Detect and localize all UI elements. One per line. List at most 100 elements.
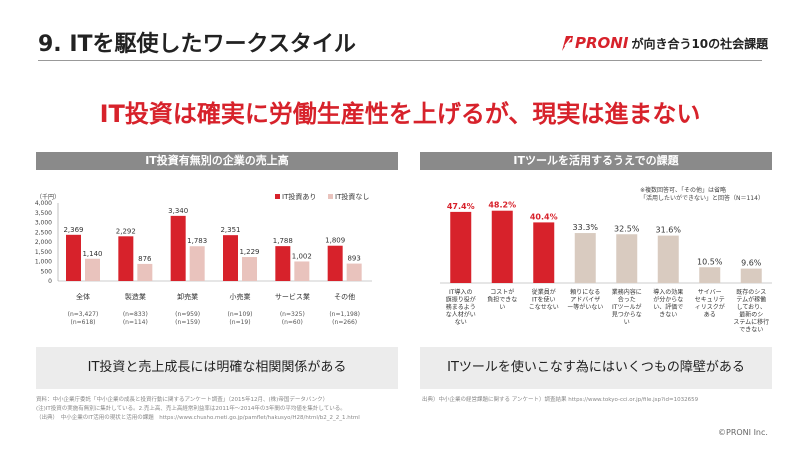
left-bar (170, 215, 186, 281)
title-divider (38, 60, 762, 61)
right-category-label-line: ない (455, 319, 467, 326)
right-category-label-line: アドバイザ (570, 297, 600, 304)
left-legend-swatch (328, 194, 333, 199)
right-category-label-line: 合った (618, 296, 636, 304)
left-bar (346, 263, 362, 281)
left-y-tick: 3,500 (35, 210, 52, 217)
left-y-tick: 0 (48, 278, 52, 285)
left-category-label: 製造業 (125, 292, 146, 301)
left-category-label: その他 (334, 292, 355, 301)
right-category-label-line: 導入の効果 (653, 288, 683, 296)
right-category-label-line: が分からな (653, 296, 683, 304)
left-bar-label: 1,140 (82, 250, 102, 258)
brand-logo-text: PRONI (575, 34, 629, 52)
left-category-n: (n=618) (71, 319, 96, 326)
left-category-n: (n=266) (332, 319, 357, 326)
left-bar (118, 236, 134, 281)
left-bar-label: 2,292 (116, 227, 136, 235)
right-category-label-line: セキュリテ (695, 297, 725, 304)
right-category-label-line: 頼りになる (570, 288, 600, 296)
left-chart-title: IT投資有無別の企業の売上高 (36, 152, 398, 170)
right-bar (740, 268, 762, 283)
right-category-label-line: しており、 (737, 304, 766, 311)
right-category-label-line: ィリスクが (695, 303, 725, 311)
left-category-n: (n=1,198) (329, 311, 360, 318)
left-bar-label: 1,002 (292, 252, 312, 260)
left-legend-label: IT投資なし (335, 192, 369, 201)
right-category-label-line: 負担できな (487, 296, 517, 304)
right-bar-label: 32.5% (614, 224, 640, 233)
left-bar-label: 1,788 (273, 237, 293, 245)
right-category-label-line: こなせない (529, 304, 559, 311)
left-y-tick: 3,000 (35, 220, 52, 227)
left-bar (242, 257, 257, 281)
right-category-label-line: ある (704, 312, 716, 319)
left-bar (85, 258, 100, 281)
left-y-tick: 2,000 (35, 239, 52, 246)
right-note: ※複数回答可、「その他」は省略 (640, 186, 726, 194)
left-y-tick: 500 (41, 268, 53, 275)
left-source: 資料：中小企業庁委託「中小企業の成長と投資行動に関するアンケート調査」（2015… (36, 396, 406, 423)
right-bar-label: 47.4% (447, 202, 475, 211)
right-bar (574, 233, 596, 283)
headline: IT投資は確実に労働生産性を上げるが、現実は進まない (99, 100, 701, 128)
right-category-label-line: な人材がい (446, 311, 476, 319)
left-category-n: (n=19) (229, 319, 250, 326)
right-chart-title: ITツールを活用するうえでの課題 (420, 152, 772, 170)
copyright: ©PRONI Inc. (718, 428, 768, 437)
left-legend-label: IT投資あり (282, 192, 316, 201)
left-unit-label: （千円） (36, 193, 60, 201)
right-bar-label: 48.2% (488, 201, 516, 210)
right-note: 「活用したいができない」と回答（N＝114） (640, 194, 764, 202)
brand-logo-group: PRONI が向き合う10の社会課題 (560, 34, 768, 52)
right-category-label-line: 業務内容に (612, 288, 642, 296)
left-category-label: 卸売業 (177, 292, 198, 301)
brand-tagline: が向き合う10の社会課題 (631, 36, 769, 51)
left-conclusion: IT投資と売上成長には明確な相関関係がある (36, 347, 398, 389)
left-category-label: サービス業 (275, 292, 310, 301)
right-bar (450, 211, 472, 283)
right-category-label-line: 旗振り役が (446, 296, 476, 304)
right-category-label-line: ー等がいない (567, 303, 603, 311)
left-y-tick: 4,000 (35, 200, 52, 207)
right-category-label-line: コストが (490, 288, 514, 296)
left-category-n: (n=60) (282, 319, 303, 326)
right-category-label-line: 既存のシス (736, 288, 766, 296)
left-category-n: (n=325) (280, 311, 305, 318)
left-bar (223, 235, 238, 281)
right-category-label-line: い (624, 319, 630, 326)
right-category-label-line: い (499, 304, 505, 311)
left-bar-label: 2,369 (63, 226, 83, 234)
left-y-tick: 1,500 (35, 249, 52, 256)
right-category-label-line: 務まるよう (446, 303, 476, 311)
right-bar (657, 235, 679, 283)
left-category-label: 全体 (76, 292, 90, 301)
left-category-n: (n=959) (175, 311, 200, 318)
right-category-label-line: 従業員が (532, 288, 556, 296)
right-category-label-line: IT導入の (449, 288, 472, 296)
proni-mark-icon (562, 36, 573, 51)
right-category-label-line: ITを使い (532, 296, 555, 304)
page-title: 9. ITを駆使したワークスタイル (38, 32, 356, 57)
left-bar-label: 893 (347, 255, 360, 263)
left-category-n: (n=833) (123, 311, 148, 318)
right-bar (533, 222, 555, 283)
left-bar (275, 246, 291, 281)
left-bar (294, 261, 310, 281)
right-source: 出典）中小企業の経営課題に関する アンケート）調査結果 https://www.… (422, 397, 699, 403)
right-bar-label: 40.4% (530, 212, 558, 221)
slide-header: 9. ITを駆使したワークスタイル PRONI が向き合う10の社会課題 (0, 0, 800, 64)
right-bar-label: 10.5% (697, 257, 723, 266)
left-category-label: 小売業 (230, 292, 251, 301)
left-category-n: (n=109) (228, 311, 253, 318)
right-bar-label: 31.6% (656, 226, 682, 235)
